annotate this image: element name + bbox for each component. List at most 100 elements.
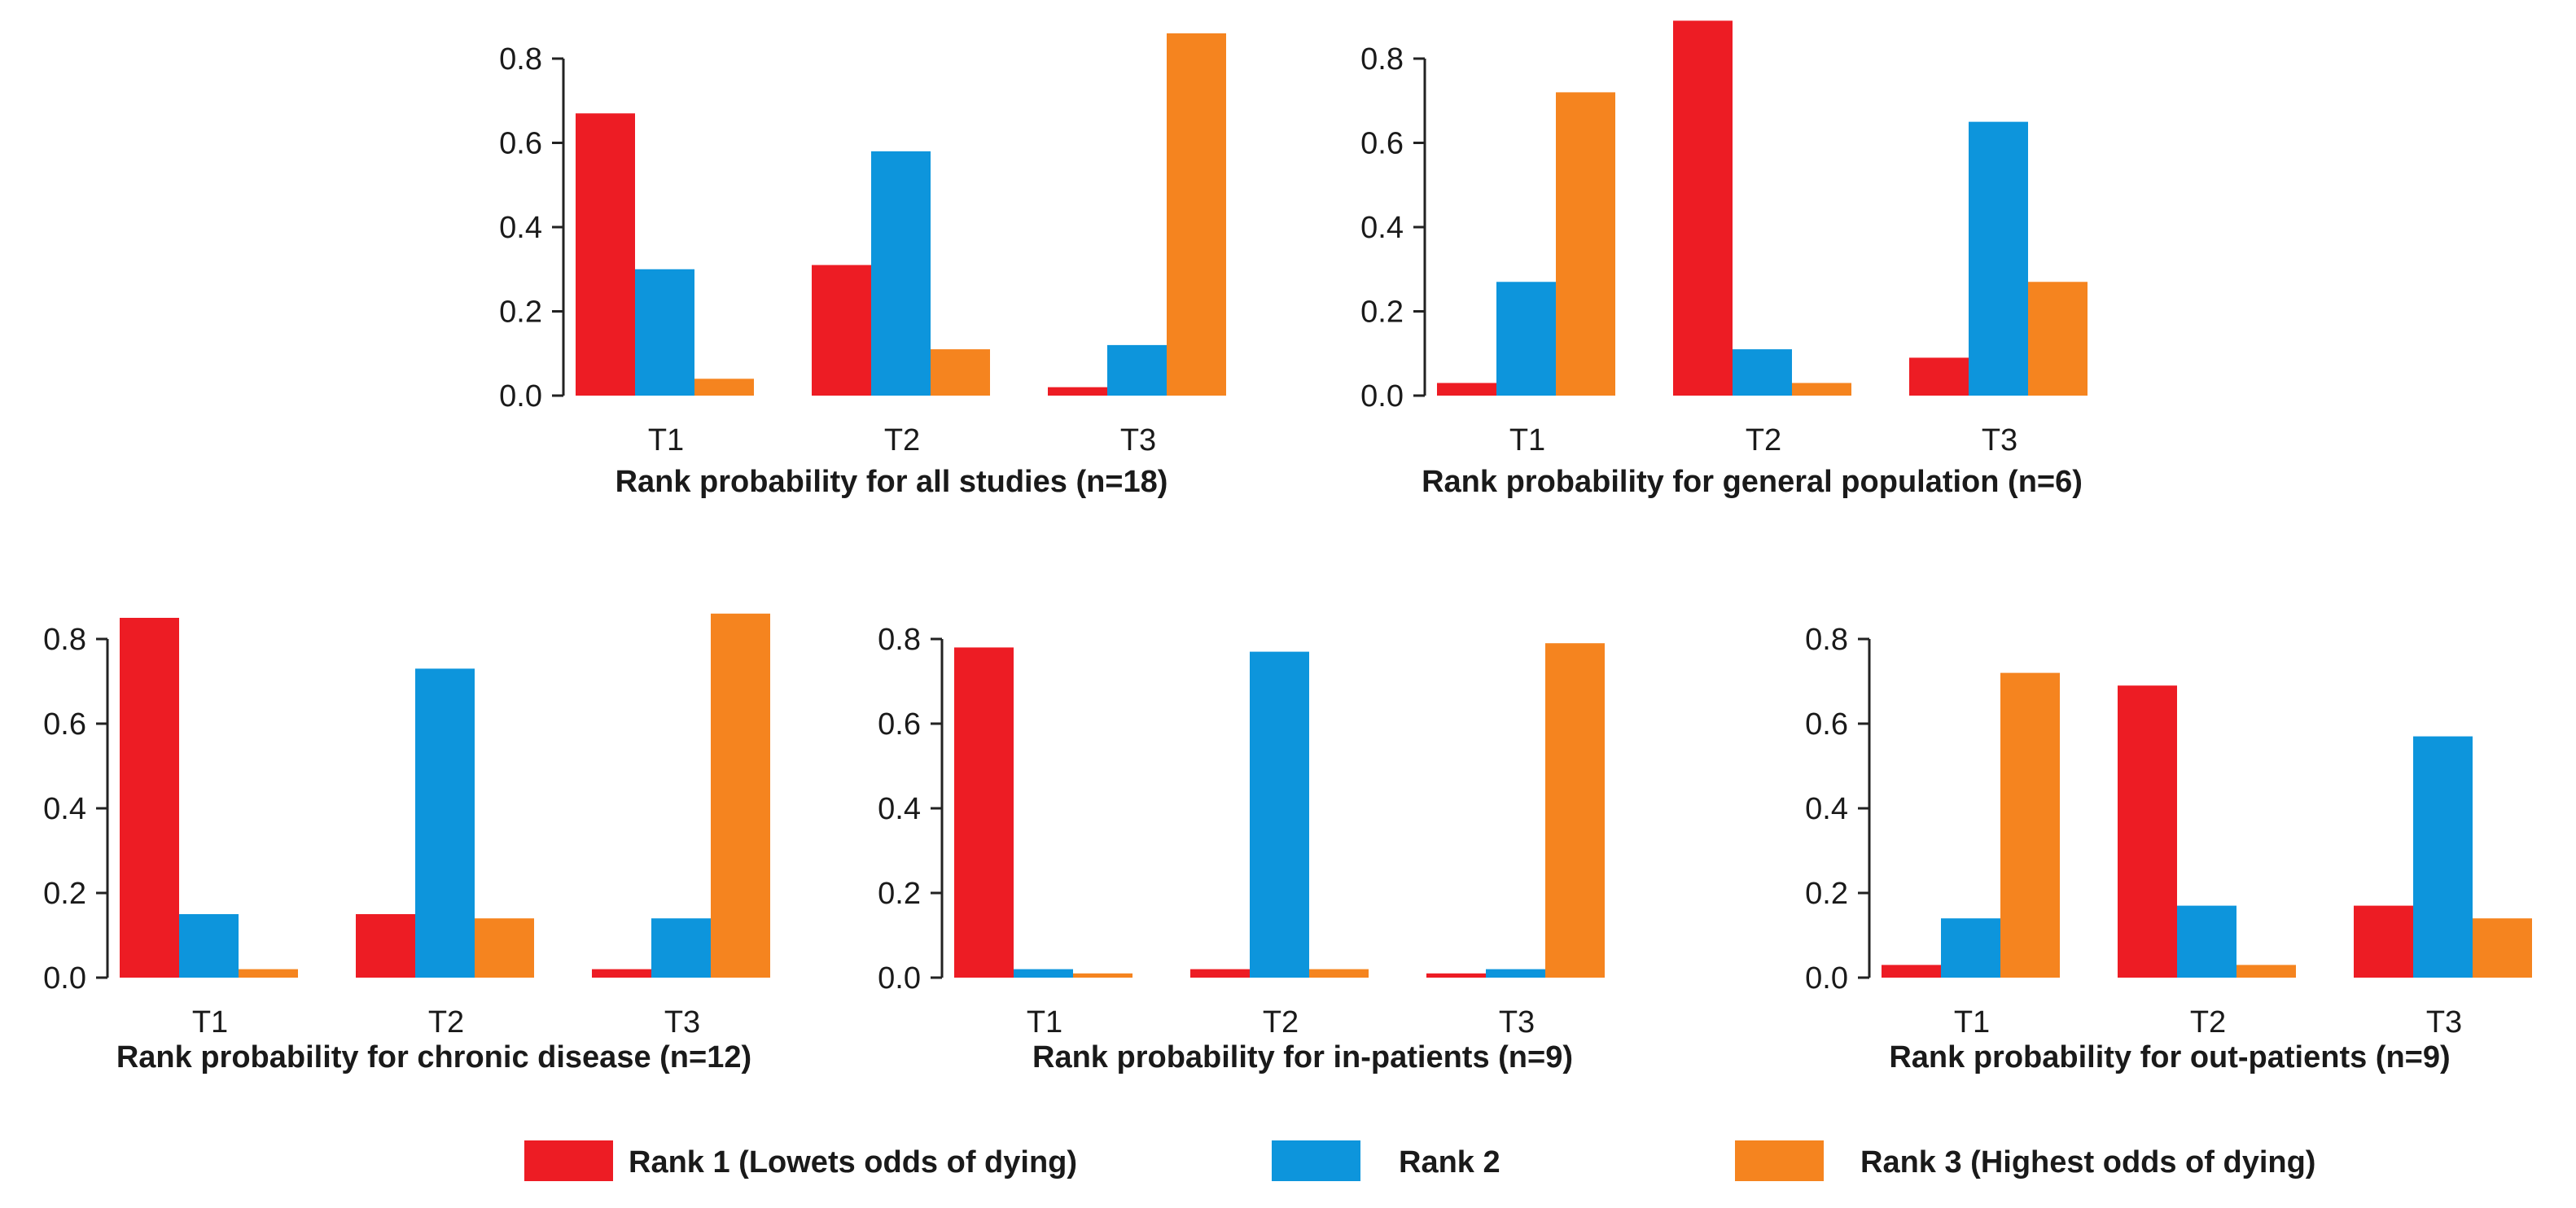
legend-swatch-rank2 <box>1272 1140 1360 1181</box>
y-tick-label: 0.8 <box>43 623 86 657</box>
bar-t2-rank1 <box>2118 685 2177 978</box>
bar-t1-rank3 <box>1073 973 1132 978</box>
bar-t3-rank3 <box>2473 918 2532 978</box>
y-tick-label: 0.0 <box>499 379 542 414</box>
chart-panel-2: 0.0 0.2 0.4 0.6 0.8 T1 T2 T3 Rank probability fo… <box>1360 20 2088 499</box>
bar-t3-rank1 <box>1909 357 1969 396</box>
bar-t2-rank3 <box>1792 383 1851 396</box>
y-tick-label: 0.0 <box>43 961 86 996</box>
y-tick-label: 0.2 <box>878 877 921 911</box>
y-tick-label: 0.8 <box>1805 623 1848 657</box>
x-category-label: T3 <box>664 1005 700 1039</box>
bar-t2-rank3 <box>1309 969 1369 978</box>
y-tick-label: 0.4 <box>878 792 921 826</box>
y-tick-label: 0.8 <box>499 42 542 77</box>
y-tick-label: 0.2 <box>1360 295 1404 330</box>
bar-t1-rank3 <box>694 379 754 396</box>
y-tick-label: 0.0 <box>1360 379 1404 414</box>
bar-t1-rank2 <box>1014 969 1073 978</box>
bar-t3-rank2 <box>1486 969 1545 978</box>
bar-t2-rank1 <box>1673 20 1733 396</box>
bar-t2-rank2 <box>2177 905 2236 978</box>
y-tick-label: 0.4 <box>499 211 542 245</box>
y-tick-label: 0.6 <box>1805 707 1848 742</box>
x-category-label: T1 <box>648 423 684 457</box>
bar-t2-rank1 <box>812 265 871 396</box>
x-category-label: T2 <box>428 1005 464 1039</box>
bar-t1-rank2 <box>1941 918 2000 978</box>
bar-t1-rank3 <box>1556 92 1615 396</box>
chart-title: Rank probability for out-patients (n=9) <box>1889 1040 2450 1075</box>
bar-t3-rank1 <box>1426 973 1486 978</box>
chart-panel-1: 0.0 0.2 0.4 0.6 0.8 T1 T2 T3 Rank probability fo… <box>499 33 1226 499</box>
chart-title: Rank probability for in-patients (n=9) <box>1032 1040 1573 1075</box>
bar-t3-rank3 <box>2028 282 2088 396</box>
bar-t3-rank1 <box>592 969 651 978</box>
bar-t3-rank2 <box>651 918 711 978</box>
x-category-label: T1 <box>1509 423 1545 457</box>
bar-t1-rank1 <box>576 113 635 396</box>
y-tick-label: 0.0 <box>1805 961 1848 996</box>
y-tick-label: 0.2 <box>499 295 542 330</box>
y-tick-label: 0.8 <box>878 623 921 657</box>
y-tick-label: 0.6 <box>43 707 86 742</box>
legend: Rank 1 (Lowets odds of dying) Rank 2 Rank … <box>524 1140 2315 1181</box>
bar-t1-rank3 <box>2000 672 2060 978</box>
y-tick-label: 0.2 <box>1805 877 1848 911</box>
y-tick-label: 0.0 <box>878 961 921 996</box>
legend-swatch-rank3 <box>1735 1140 1824 1181</box>
x-category-label: T2 <box>2190 1005 2226 1039</box>
chart-title: Rank probability for chronic disease (n=… <box>116 1040 751 1075</box>
x-category-label: T3 <box>1982 423 2017 457</box>
bar-t2-rank3 <box>475 918 534 978</box>
x-category-label: T1 <box>192 1005 228 1039</box>
bar-t1-rank1 <box>120 618 179 978</box>
bar-t1-rank2 <box>635 269 694 396</box>
x-category-label: T2 <box>1746 423 1781 457</box>
bar-t1-rank1 <box>954 647 1014 978</box>
y-tick-label: 0.8 <box>1360 42 1404 77</box>
bar-t3-rank2 <box>2413 736 2473 978</box>
bar-t2-rank2 <box>1250 651 1309 978</box>
x-category-label: T1 <box>1954 1005 1990 1039</box>
bar-t1-rank3 <box>239 969 298 978</box>
y-tick-label: 0.4 <box>1360 211 1404 245</box>
bar-t3-rank2 <box>1107 344 1167 396</box>
x-category-label: T3 <box>1120 423 1156 457</box>
bar-t2-rank2 <box>871 151 931 396</box>
y-tick-label: 0.6 <box>878 707 921 742</box>
bar-t2-rank2 <box>415 668 475 978</box>
bar-t3-rank3 <box>1545 643 1605 978</box>
bar-t1-rank2 <box>1496 282 1556 396</box>
bar-t1-rank1 <box>1882 965 1941 978</box>
x-category-label: T2 <box>1263 1005 1299 1039</box>
x-category-label: T2 <box>884 423 920 457</box>
legend-label-rank1: Rank 1 (Lowets odds of dying) <box>629 1145 1077 1180</box>
y-tick-label: 0.4 <box>1805 792 1848 826</box>
legend-label-rank2: Rank 2 <box>1399 1145 1500 1180</box>
bar-t2-rank2 <box>1733 349 1792 396</box>
bar-t3-rank1 <box>1048 387 1107 396</box>
y-tick-label: 0.2 <box>43 877 86 911</box>
bar-t3-rank3 <box>711 613 770 978</box>
bar-t3-rank2 <box>1969 121 2028 396</box>
bar-t3-rank3 <box>1167 33 1226 396</box>
y-tick-label: 0.6 <box>1360 127 1404 161</box>
bar-t2-rank1 <box>356 914 415 978</box>
x-category-label: T3 <box>2426 1005 2462 1039</box>
bar-t2-rank1 <box>1190 969 1250 978</box>
chart-title: Rank probability for all studies (n=18) <box>616 465 1168 499</box>
x-category-label: T1 <box>1027 1005 1062 1039</box>
bar-t1-rank1 <box>1437 383 1496 396</box>
y-tick-label: 0.4 <box>43 792 86 826</box>
bar-t3-rank1 <box>2354 905 2413 978</box>
chart-title: Rank probability for general population … <box>1422 465 2083 499</box>
legend-label-rank3: Rank 3 (Highest odds of dying) <box>1860 1145 2315 1180</box>
bar-t2-rank3 <box>931 349 990 396</box>
legend-swatch-rank1 <box>524 1140 613 1181</box>
bar-t1-rank2 <box>179 914 239 978</box>
